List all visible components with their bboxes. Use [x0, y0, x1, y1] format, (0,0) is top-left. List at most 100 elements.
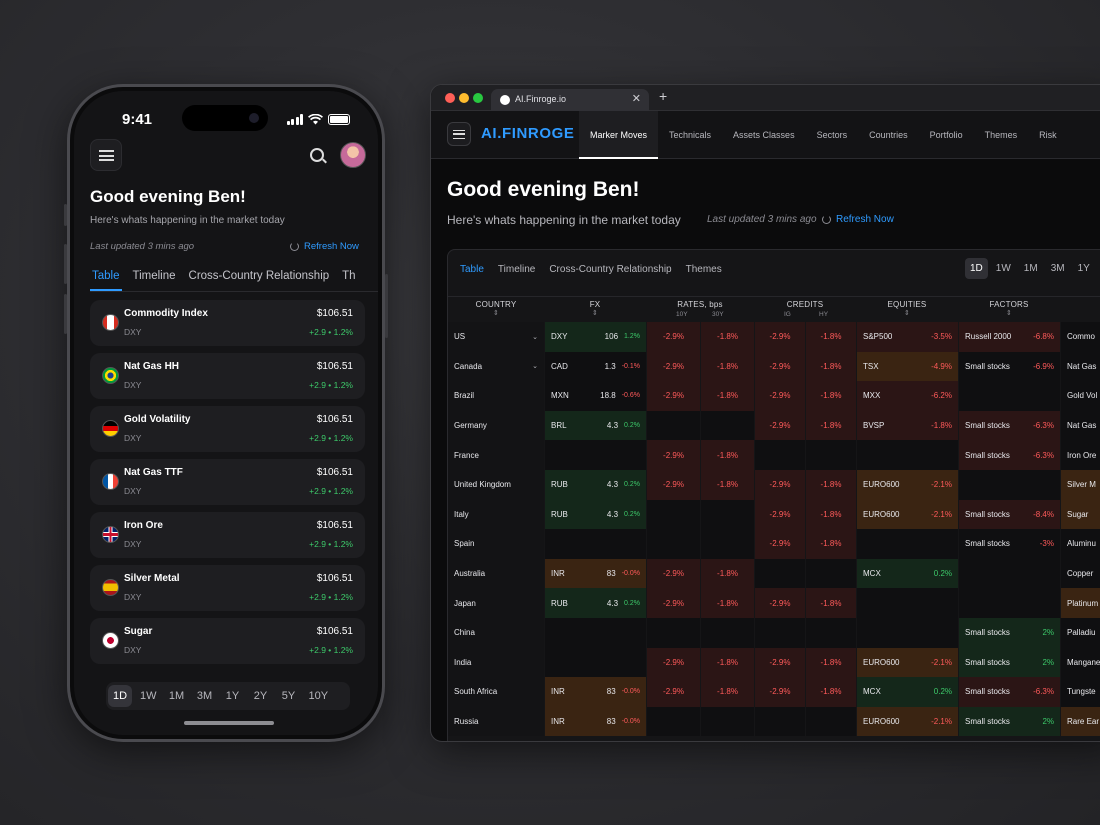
hy-cell[interactable]: -1.8% — [806, 410, 856, 441]
nav-themes[interactable]: Themes — [984, 130, 1018, 140]
ig-cell[interactable]: -2.9% — [755, 499, 805, 530]
tab-timeline[interactable]: Timeline — [132, 270, 176, 282]
fx-cell[interactable] — [545, 529, 646, 559]
tab-timeline[interactable]: Timeline — [497, 264, 536, 275]
factor-cell[interactable] — [959, 470, 1060, 500]
fx-cell[interactable]: MXN 18.8 -0.6% — [545, 381, 646, 411]
search-icon[interactable] — [310, 148, 324, 162]
timeframe-1d[interactable]: 1D — [108, 685, 132, 707]
country-cell[interactable]: India — [448, 647, 544, 678]
timeframe-3m[interactable]: 3M — [196, 690, 213, 702]
ig-cell[interactable]: -2.9% — [755, 351, 805, 382]
fx-cell[interactable] — [545, 647, 646, 678]
hy-cell[interactable]: -1.8% — [806, 529, 856, 559]
r30-cell[interactable]: -1.8% — [701, 381, 754, 411]
r30-cell[interactable]: -1.8% — [701, 647, 754, 678]
r30-cell[interactable] — [701, 706, 754, 737]
hy-cell[interactable]: -1.8% — [806, 470, 856, 500]
factor-cell[interactable]: Small stocks -8.4% — [959, 499, 1060, 530]
factor-cell[interactable]: Small stocks 2% — [959, 618, 1060, 648]
country-cell[interactable]: Italy — [448, 499, 544, 530]
menu-button[interactable] — [90, 139, 122, 171]
country-cell[interactable]: France — [448, 440, 544, 470]
nav-assets-classes[interactable]: Assets Classes — [733, 130, 795, 140]
country-cell[interactable]: Russia — [448, 706, 544, 737]
hy-cell[interactable]: -1.8% — [806, 677, 856, 707]
timeframe-5y[interactable]: 5Y — [281, 690, 296, 702]
equity-cell[interactable]: MCX 0.2% — [857, 558, 958, 589]
timeframe-1y[interactable]: 1Y — [1077, 263, 1090, 274]
timeframe-1d[interactable]: 1D — [965, 258, 988, 279]
home-indicator[interactable] — [184, 721, 274, 725]
r10-cell[interactable]: -2.9% — [647, 381, 700, 411]
country-cell[interactable]: Brazil — [448, 381, 544, 411]
hy-cell[interactable]: -1.8% — [806, 499, 856, 530]
ig-cell[interactable]: -2.9% — [755, 410, 805, 441]
tab-cross-country-relationship[interactable]: Cross-Country Relationship — [188, 270, 330, 282]
ig-cell[interactable]: -2.9% — [755, 588, 805, 618]
fx-cell[interactable]: INR 83 -0.0% — [545, 558, 646, 589]
nav-technicals[interactable]: Technicals — [669, 130, 712, 140]
commodity-cell[interactable]: Palladiu — [1061, 618, 1100, 648]
minimize-window-icon[interactable] — [459, 93, 469, 103]
r30-cell[interactable] — [701, 618, 754, 648]
refresh-button[interactable]: Refresh Now — [822, 214, 894, 225]
ig-cell[interactable]: -2.9% — [755, 677, 805, 707]
commodity-cell[interactable]: Gold Vol — [1061, 381, 1100, 411]
hy-cell[interactable]: -1.8% — [806, 381, 856, 411]
factor-cell[interactable]: Small stocks -6.3% — [959, 677, 1060, 707]
ig-cell[interactable]: -2.9% — [755, 647, 805, 678]
equity-cell[interactable] — [857, 588, 958, 618]
fx-cell[interactable]: RUB 4.3 0.2% — [545, 588, 646, 618]
r10-cell[interactable] — [647, 499, 700, 530]
header-fx[interactable]: FX ⇕ — [544, 300, 646, 318]
country-cell[interactable]: Australia — [448, 558, 544, 589]
factor-cell[interactable]: Small stocks -6.3% — [959, 440, 1060, 470]
header-factors[interactable]: FACTORS ⇕ — [958, 300, 1060, 318]
fx-cell[interactable]: INR 83 -0.0% — [545, 706, 646, 737]
timeframe-1m[interactable]: 1M — [168, 690, 185, 702]
commodity-cell[interactable]: Tungste — [1061, 677, 1100, 707]
r10-cell[interactable]: -2.9% — [647, 647, 700, 678]
factor-cell[interactable]: Small stocks 2% — [959, 647, 1060, 678]
timeframe-2y[interactable]: 2Y — [253, 690, 268, 702]
factor-cell[interactable]: Small stocks -3% — [959, 529, 1060, 559]
country-cell[interactable]: Canada ⌄ — [448, 351, 544, 382]
tab-themes[interactable]: Themes — [685, 264, 722, 275]
ig-cell[interactable]: -2.9% — [755, 322, 805, 352]
browser-tab[interactable]: AI.Finroge.io ✕ — [491, 89, 649, 111]
ig-cell[interactable]: -2.9% — [755, 529, 805, 559]
equity-cell[interactable]: BVSP -1.8% — [857, 410, 958, 441]
timeframe-1y[interactable]: 1Y — [225, 690, 240, 702]
equity-cell[interactable]: EURO600 -2.1% — [857, 706, 958, 737]
r10-cell[interactable]: -2.9% — [647, 440, 700, 470]
r30-cell[interactable]: -1.8% — [701, 440, 754, 470]
list-item[interactable]: Silver Metal DXY $106.51 +2.9 • 1.2% — [90, 565, 365, 611]
commodity-cell[interactable]: Platinum — [1061, 588, 1100, 618]
fx-cell[interactable]: CAD 1.3 -0.1% — [545, 351, 646, 382]
equity-cell[interactable]: EURO600 -2.1% — [857, 470, 958, 500]
r10-cell[interactable]: -2.9% — [647, 558, 700, 589]
list-item[interactable]: Commodity Index DXY $106.51 +2.9 • 1.2% — [90, 300, 365, 346]
hy-cell[interactable]: -1.8% — [806, 588, 856, 618]
r10-cell[interactable]: -2.9% — [647, 351, 700, 382]
list-item[interactable]: Iron Ore DXY $106.51 +2.9 • 1.2% — [90, 512, 365, 558]
fx-cell[interactable] — [545, 618, 646, 648]
equity-cell[interactable] — [857, 618, 958, 648]
hy-cell[interactable] — [806, 440, 856, 470]
header-equities[interactable]: EQUITIES ⇕ — [856, 300, 958, 318]
r30-cell[interactable] — [701, 499, 754, 530]
close-tab-icon[interactable]: ✕ — [631, 93, 641, 105]
ig-cell[interactable]: -2.9% — [755, 381, 805, 411]
factor-cell[interactable]: Russell 2000 -6.8% — [959, 322, 1060, 352]
commodity-cell[interactable]: Silver M — [1061, 470, 1100, 500]
r30-cell[interactable]: -1.8% — [701, 588, 754, 618]
header-rates[interactable]: RATES, bps — [677, 300, 723, 309]
list-item[interactable]: Gold Volatility DXY $106.51 +2.9 • 1.2% — [90, 406, 365, 452]
r10-cell[interactable] — [647, 618, 700, 648]
chevron-down-icon[interactable]: ⌄ — [532, 363, 538, 371]
r30-cell[interactable]: -1.8% — [701, 470, 754, 500]
ig-cell[interactable]: -2.9% — [755, 470, 805, 500]
nav-portfolio[interactable]: Portfolio — [929, 130, 963, 140]
hy-cell[interactable]: -1.8% — [806, 351, 856, 382]
